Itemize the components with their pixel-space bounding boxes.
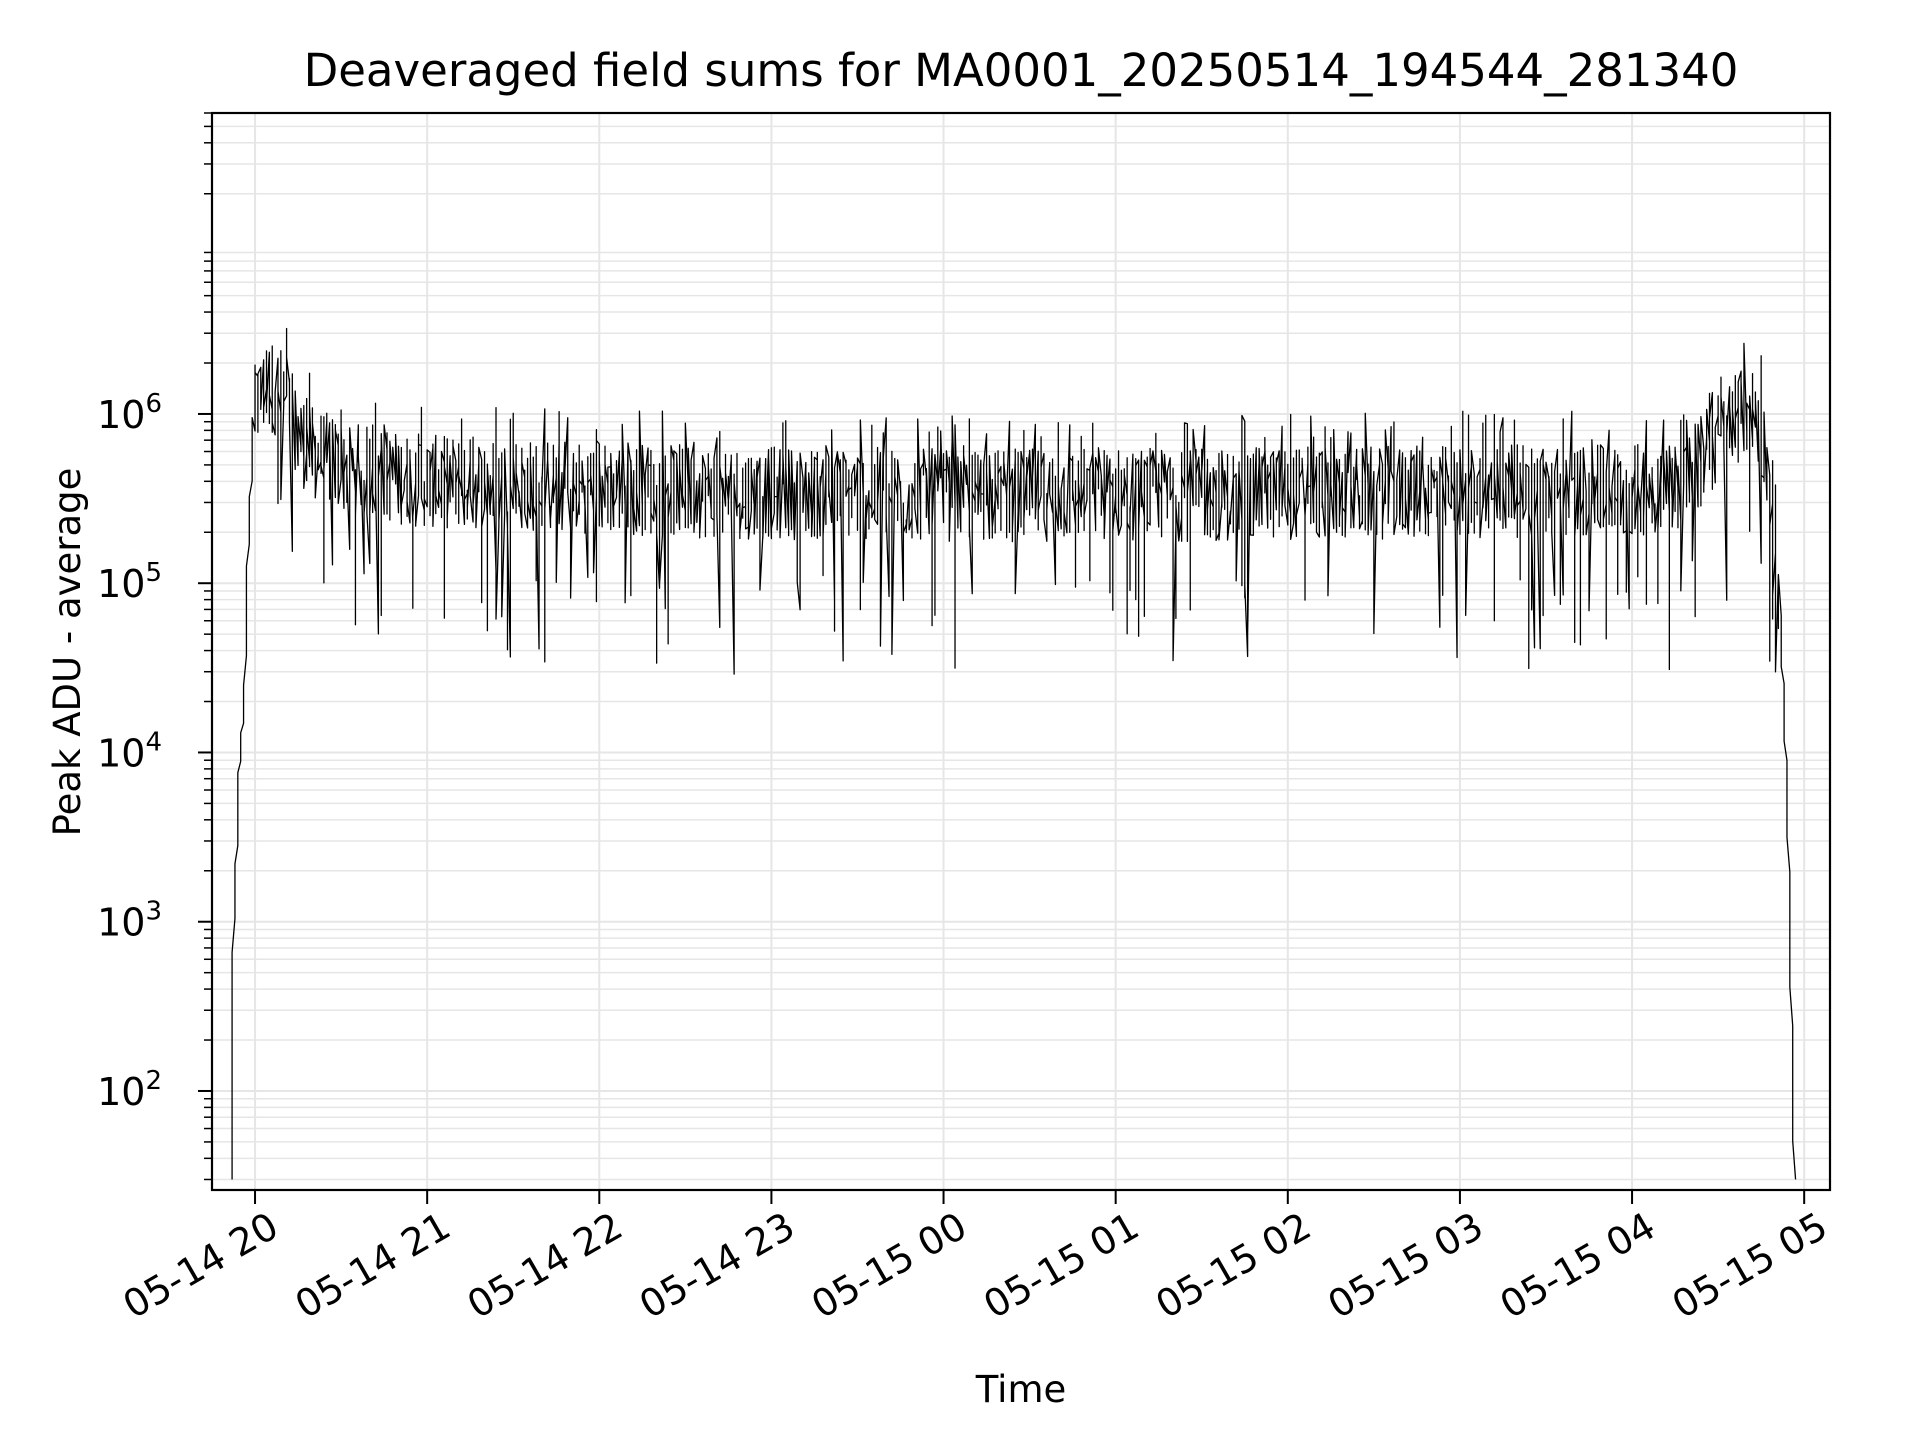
- y-axis-ticks: 102 103 104 105 106: [97, 112, 212, 1181]
- y-tick-label: 102: [97, 1066, 162, 1114]
- y-tick-label: 104: [97, 727, 162, 775]
- x-axis-label: Time: [975, 1368, 1067, 1411]
- y-tick-label: 103: [97, 897, 162, 945]
- y-tick-label: 106: [97, 389, 162, 437]
- axes-frame: [210, 111, 1832, 1192]
- y-axis-label: Peak ADU - average: [46, 468, 89, 837]
- y-tick-label: 105: [97, 558, 162, 606]
- chart-title: Deaveraged field sums for MA0001_2025051…: [304, 44, 1739, 97]
- series-layer: [231, 327, 1797, 1180]
- series-line: [231, 327, 1797, 1180]
- grid: [212, 112, 1830, 1190]
